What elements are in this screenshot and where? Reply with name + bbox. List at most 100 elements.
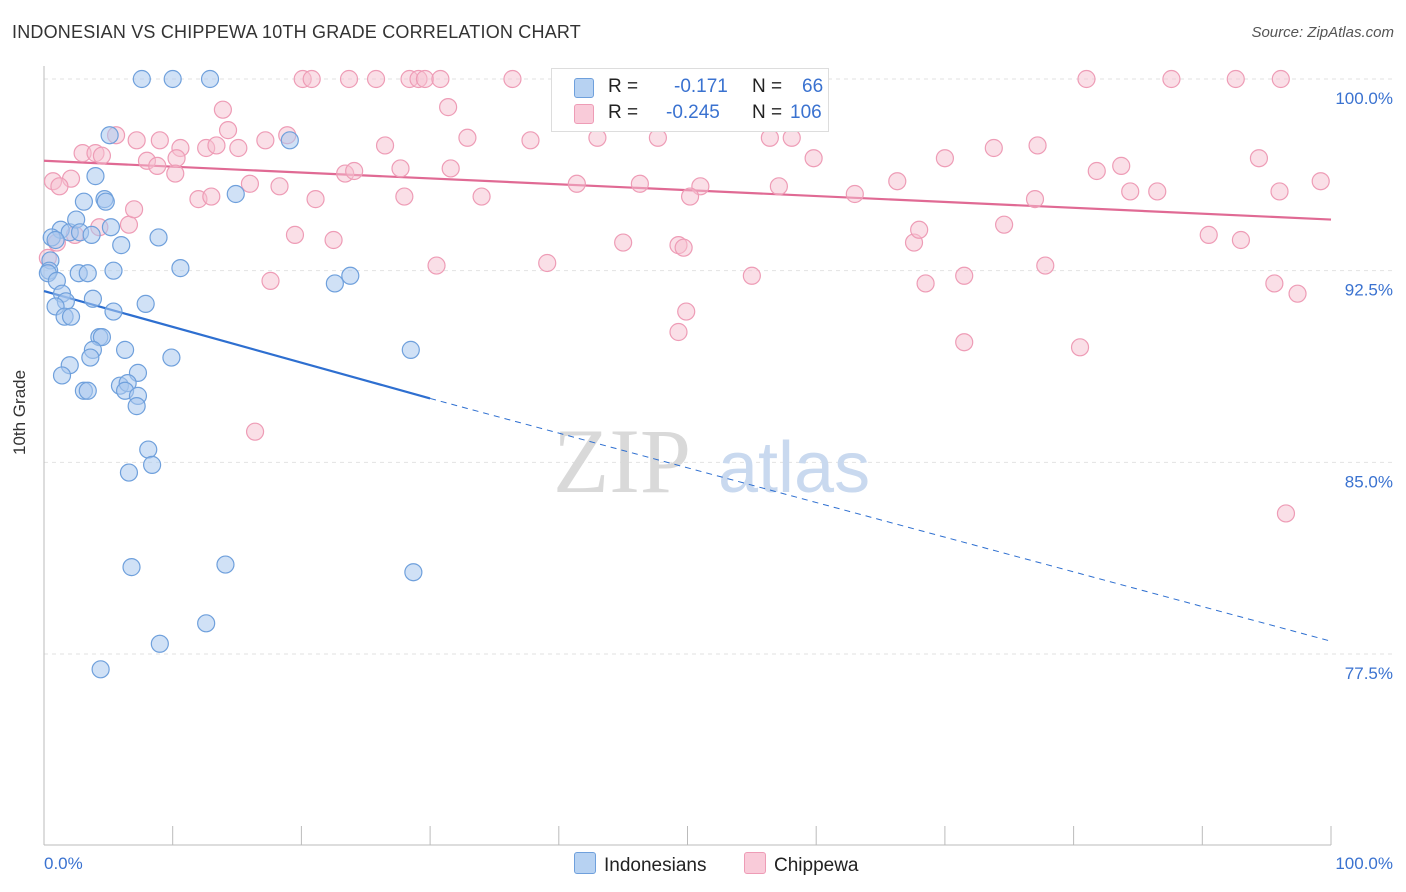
data-point-indonesians — [81, 348, 100, 367]
data-point-chippewa — [202, 187, 221, 206]
x-tick-label: 100.0% — [1335, 854, 1393, 873]
data-point-chippewa — [935, 149, 955, 168]
data-point-chippewa — [888, 172, 907, 191]
data-point-chippewa — [669, 322, 688, 342]
data-point-chippewa — [229, 138, 248, 158]
data-point-indonesians — [115, 340, 135, 359]
data-point-indonesians — [91, 660, 110, 679]
data-point-chippewa — [630, 174, 649, 193]
data-point-indonesians — [280, 131, 299, 150]
trend-line-indonesians-extension — [429, 397, 1332, 642]
data-point-chippewa — [472, 187, 491, 206]
data-point-chippewa — [984, 138, 1003, 158]
legend-r-value: -0.171 — [674, 76, 728, 97]
data-point-chippewa — [1077, 69, 1096, 89]
data-point-chippewa — [1025, 190, 1045, 209]
data-point-chippewa — [366, 69, 386, 89]
data-point-indonesians — [82, 225, 101, 244]
data-point-chippewa — [1199, 225, 1218, 244]
legend-swatch-pink — [574, 104, 594, 124]
data-point-chippewa — [567, 174, 586, 193]
data-point-indonesians — [46, 230, 65, 250]
data-point-chippewa — [1112, 156, 1131, 175]
data-point-chippewa — [124, 200, 144, 219]
data-point-chippewa — [375, 136, 395, 155]
data-point-chippewa — [1087, 161, 1106, 181]
data-point-chippewa — [742, 266, 761, 285]
y-tick-label: 77.5% — [1345, 664, 1393, 683]
data-point-chippewa — [324, 230, 343, 250]
data-point-chippewa — [218, 121, 238, 140]
bottom-legend-swatch-pink — [744, 852, 766, 874]
data-point-chippewa — [213, 100, 232, 119]
data-point-chippewa — [677, 302, 696, 321]
data-point-chippewa — [306, 190, 325, 209]
legend-n-label: N = — [752, 102, 783, 123]
data-point-indonesians — [136, 294, 155, 313]
data-point-chippewa — [345, 161, 364, 181]
data-point-indonesians — [132, 69, 151, 89]
data-point-chippewa — [119, 215, 139, 234]
legend-n-label: N = — [752, 76, 783, 97]
data-point-indonesians — [226, 184, 245, 204]
watermark-zip: ZIP — [553, 410, 691, 512]
data-point-chippewa — [92, 146, 112, 165]
watermark-atlas: atlas — [718, 428, 870, 508]
data-point-indonesians — [325, 274, 344, 293]
data-point-indonesians — [197, 614, 216, 633]
data-point-indonesians — [143, 455, 162, 474]
chart-title: INDONESIAN VS CHIPPEWA 10TH GRADE CORREL… — [12, 22, 581, 42]
legend-n-value: 66 — [802, 76, 824, 97]
data-point-chippewa — [680, 187, 700, 206]
stats-legend: R = -0.171 N = 66 R = -0.245 N = 106 — [551, 68, 829, 132]
data-point-chippewa — [391, 159, 410, 178]
data-point-indonesians — [162, 348, 181, 367]
data-point-indonesians — [52, 366, 72, 385]
data-point-chippewa — [285, 225, 305, 244]
data-point-indonesians — [122, 558, 141, 577]
data-point-chippewa — [916, 274, 935, 293]
data-point-chippewa — [166, 164, 185, 183]
data-point-chippewa — [427, 256, 446, 275]
x-tick-label: 0.0% — [44, 854, 83, 873]
data-point-chippewa — [167, 149, 186, 168]
data-point-chippewa — [1270, 182, 1289, 201]
data-point-chippewa — [441, 159, 460, 178]
data-point-chippewa — [769, 177, 788, 196]
data-point-chippewa — [270, 177, 289, 196]
data-point-indonesians — [104, 261, 123, 280]
data-point-chippewa — [50, 177, 69, 196]
data-point-chippewa — [910, 220, 929, 239]
data-point-indonesians — [112, 236, 131, 255]
data-point-indonesians — [101, 218, 121, 237]
data-point-chippewa — [207, 136, 226, 155]
bottom-legend-label: Indonesians — [604, 855, 707, 876]
data-point-chippewa — [1036, 256, 1055, 275]
data-point-chippewa — [127, 131, 146, 150]
data-point-chippewa — [538, 253, 557, 273]
y-tick-label: 100.0% — [1335, 89, 1393, 108]
data-point-indonesians — [78, 381, 97, 400]
data-point-chippewa — [1121, 182, 1140, 201]
trend-lines — [43, 159, 1332, 642]
data-point-indonesians — [78, 264, 97, 283]
data-point-chippewa — [415, 69, 435, 89]
legend-r-label: R = — [608, 76, 639, 97]
data-point-indonesians — [149, 228, 168, 247]
data-point-chippewa — [439, 98, 458, 117]
data-point-chippewa — [674, 238, 693, 257]
data-point-indonesians — [401, 340, 420, 359]
source-label: Source: ZipAtlas.com — [1251, 24, 1394, 41]
data-point-indonesians — [404, 563, 423, 582]
legend-swatch-blue — [574, 78, 594, 98]
data-point-indonesians — [104, 302, 123, 321]
data-point-indonesians — [163, 69, 182, 89]
data-point-indonesians — [61, 307, 81, 326]
data-points — [38, 69, 1330, 679]
data-point-chippewa — [614, 233, 633, 252]
data-point-chippewa — [240, 174, 260, 193]
watermark: ZIP atlas — [553, 410, 870, 512]
data-point-indonesians — [96, 192, 115, 211]
data-point-chippewa — [503, 69, 522, 89]
